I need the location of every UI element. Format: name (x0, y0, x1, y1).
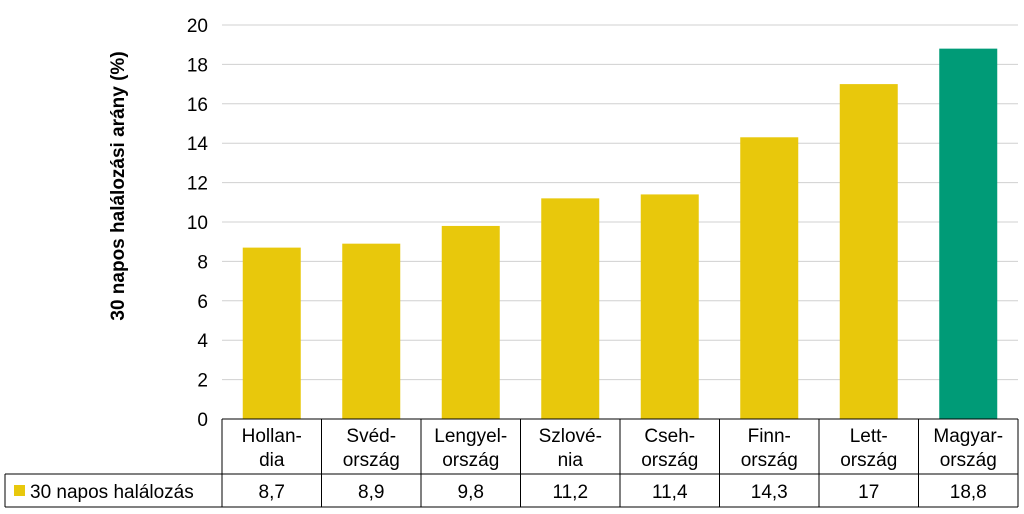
y-tick-label: 16 (187, 95, 208, 116)
category-label: Finn- (748, 426, 791, 447)
y-tick-label: 14 (187, 134, 209, 155)
bar (441, 225, 500, 419)
bar (740, 137, 799, 420)
y-tick-label: 18 (187, 55, 208, 76)
y-tick-label: 6 (197, 292, 208, 313)
category-label: nia (558, 450, 584, 471)
y-tick-label: 2 (197, 371, 208, 392)
gridlines (222, 24, 1018, 420)
y-tick-label: 20 (187, 16, 208, 37)
category-label: Svéd- (346, 426, 396, 447)
legend-entry: 30 napos halálozás (30, 482, 194, 503)
data-label: 11,4 (652, 482, 688, 503)
category-label: Lengyel- (434, 426, 507, 447)
category-label: Magyar- (933, 426, 1003, 447)
bar (541, 198, 600, 419)
data-label: 8,9 (358, 482, 384, 503)
category-label: Szlové- (539, 426, 602, 447)
category-label: dia (259, 450, 285, 471)
y-axis-title: 30 napos halálozási arány (%) (108, 51, 129, 320)
bar (342, 243, 401, 419)
bars (242, 48, 998, 420)
data-label: 17 (858, 482, 879, 503)
bar (939, 48, 998, 419)
category-label: Lett- (850, 426, 888, 447)
category-label: ország (442, 450, 499, 471)
y-tick-label: 8 (197, 252, 208, 273)
legend-swatch (14, 485, 25, 496)
y-tick-label: 4 (197, 331, 208, 352)
y-tick-label: 12 (187, 174, 208, 195)
category-label: ország (641, 450, 698, 471)
category-label: ország (343, 450, 400, 471)
category-label: Cseh- (644, 426, 695, 447)
data-table: Hollan-dia Svéd-ország Lengyel-ország Szlov… (4, 418, 1019, 508)
category-label: ország (940, 450, 997, 471)
y-tick-label: 0 (197, 410, 208, 431)
bar (242, 247, 301, 419)
bar (839, 84, 898, 419)
data-label: 8,7 (259, 482, 285, 503)
y-axis-tick-labels: 0 2 4 6 8 10 12 14 16 18 20 (187, 16, 209, 431)
bar (640, 194, 699, 419)
data-label: 11,2 (552, 482, 588, 503)
category-label: ország (840, 450, 897, 471)
category-label: Hollan- (242, 426, 302, 447)
data-label: 9,8 (458, 482, 484, 503)
y-tick-label: 10 (187, 213, 208, 234)
data-label: 18,8 (950, 482, 987, 503)
data-label: 14,3 (751, 482, 788, 503)
category-label: ország (741, 450, 798, 471)
